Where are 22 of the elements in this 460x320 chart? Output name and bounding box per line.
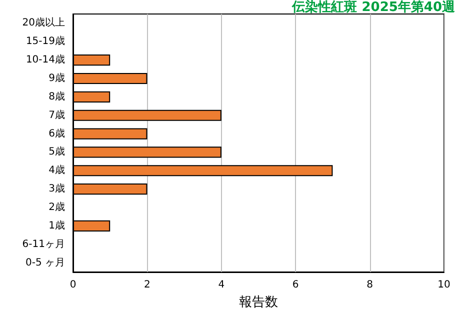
y-tick-label: 1歳 xyxy=(48,219,65,232)
x-tick-label: 0 xyxy=(70,280,76,290)
x-tick-label: 8 xyxy=(366,280,373,290)
y-tick-label: 20歳以上 xyxy=(22,16,65,29)
y-tick-label: 6-11ヶ月 xyxy=(22,238,65,250)
y-tick-label: 9歳 xyxy=(48,72,65,84)
y-tick-label: 6歳 xyxy=(48,127,65,140)
y-tick-label: 2歳 xyxy=(48,201,65,213)
chart-title: 伝染性紅斑 2025年第40週 xyxy=(291,0,456,15)
x-tick-label: 6 xyxy=(292,280,299,290)
y-tick-label: 10-14歳 xyxy=(26,54,65,66)
y-tick-label: 5歳 xyxy=(48,146,65,158)
y-tick-label: 15-19歳 xyxy=(26,35,65,48)
x-axis-title: 報告数 xyxy=(239,295,278,310)
y-tick-label: 0-5 ヶ月 xyxy=(25,257,65,268)
y-tick-label: 3歳 xyxy=(48,182,65,195)
y-tick-label: 7歳 xyxy=(48,108,65,121)
y-tick-label: 8歳 xyxy=(48,90,65,102)
y-tick-label: 4歳 xyxy=(48,164,65,176)
x-tick-label: 10 xyxy=(438,280,450,290)
x-tick-label: 2 xyxy=(144,280,150,290)
x-tick-label: 4 xyxy=(218,280,225,290)
